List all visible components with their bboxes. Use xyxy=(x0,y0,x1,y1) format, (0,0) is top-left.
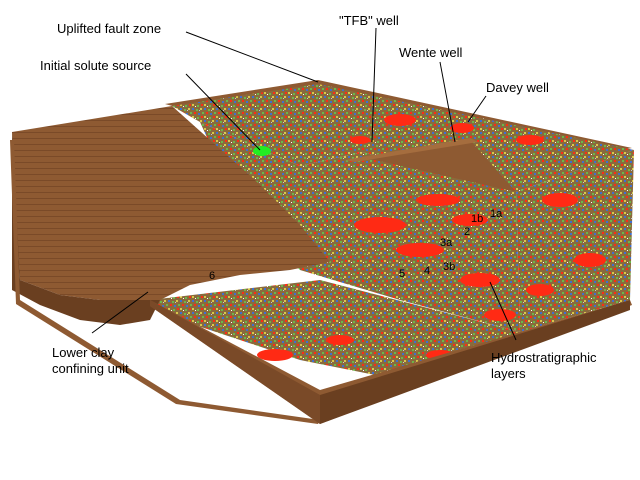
lower-clay-face xyxy=(12,132,160,325)
solute-source-marker xyxy=(253,146,271,156)
layer-label-3a: 3a xyxy=(440,237,453,249)
layer-label-6: 6 xyxy=(209,270,215,282)
leader-clay-unit xyxy=(91,291,149,334)
label-solute-source: Initial solute source xyxy=(40,58,151,73)
layer-label-4: 4 xyxy=(424,265,430,277)
label-wente-well: Wente well xyxy=(399,45,462,60)
label-hydro-line2: layers xyxy=(491,366,526,381)
leader-wente-well xyxy=(439,61,456,143)
label-clay-unit-line1: Lower clay xyxy=(52,345,115,360)
leader-fault-zone xyxy=(185,31,319,83)
layer-label-1b: 1b xyxy=(471,213,483,225)
clay-wedge xyxy=(345,140,516,192)
leader-solute-source xyxy=(185,73,261,151)
layer-label-5: 5 xyxy=(399,268,405,280)
clay-wedge-top xyxy=(345,138,478,162)
block-base xyxy=(320,300,630,424)
leader-davey-well xyxy=(467,95,487,123)
aquifer-top-surface xyxy=(172,84,634,192)
layer-label-2: 2 xyxy=(464,226,470,238)
block-left-base xyxy=(150,300,320,424)
leader-hydro-layers xyxy=(489,281,517,341)
layer-label-1a: 1a xyxy=(490,208,503,220)
label-davey-well: Davey well xyxy=(486,80,549,95)
red-zones xyxy=(257,114,606,361)
lower-clay-unit xyxy=(12,106,330,300)
layer-label-3b: 3b xyxy=(443,261,455,273)
label-clay-unit-line2: confining unit xyxy=(52,361,129,376)
label-hydro-line1: Hydrostratigraphic xyxy=(491,350,597,365)
label-tfb-well: "TFB" well xyxy=(339,13,399,28)
label-fault-zone: Uplifted fault zone xyxy=(57,21,161,36)
leader-tfb-well xyxy=(371,27,377,143)
